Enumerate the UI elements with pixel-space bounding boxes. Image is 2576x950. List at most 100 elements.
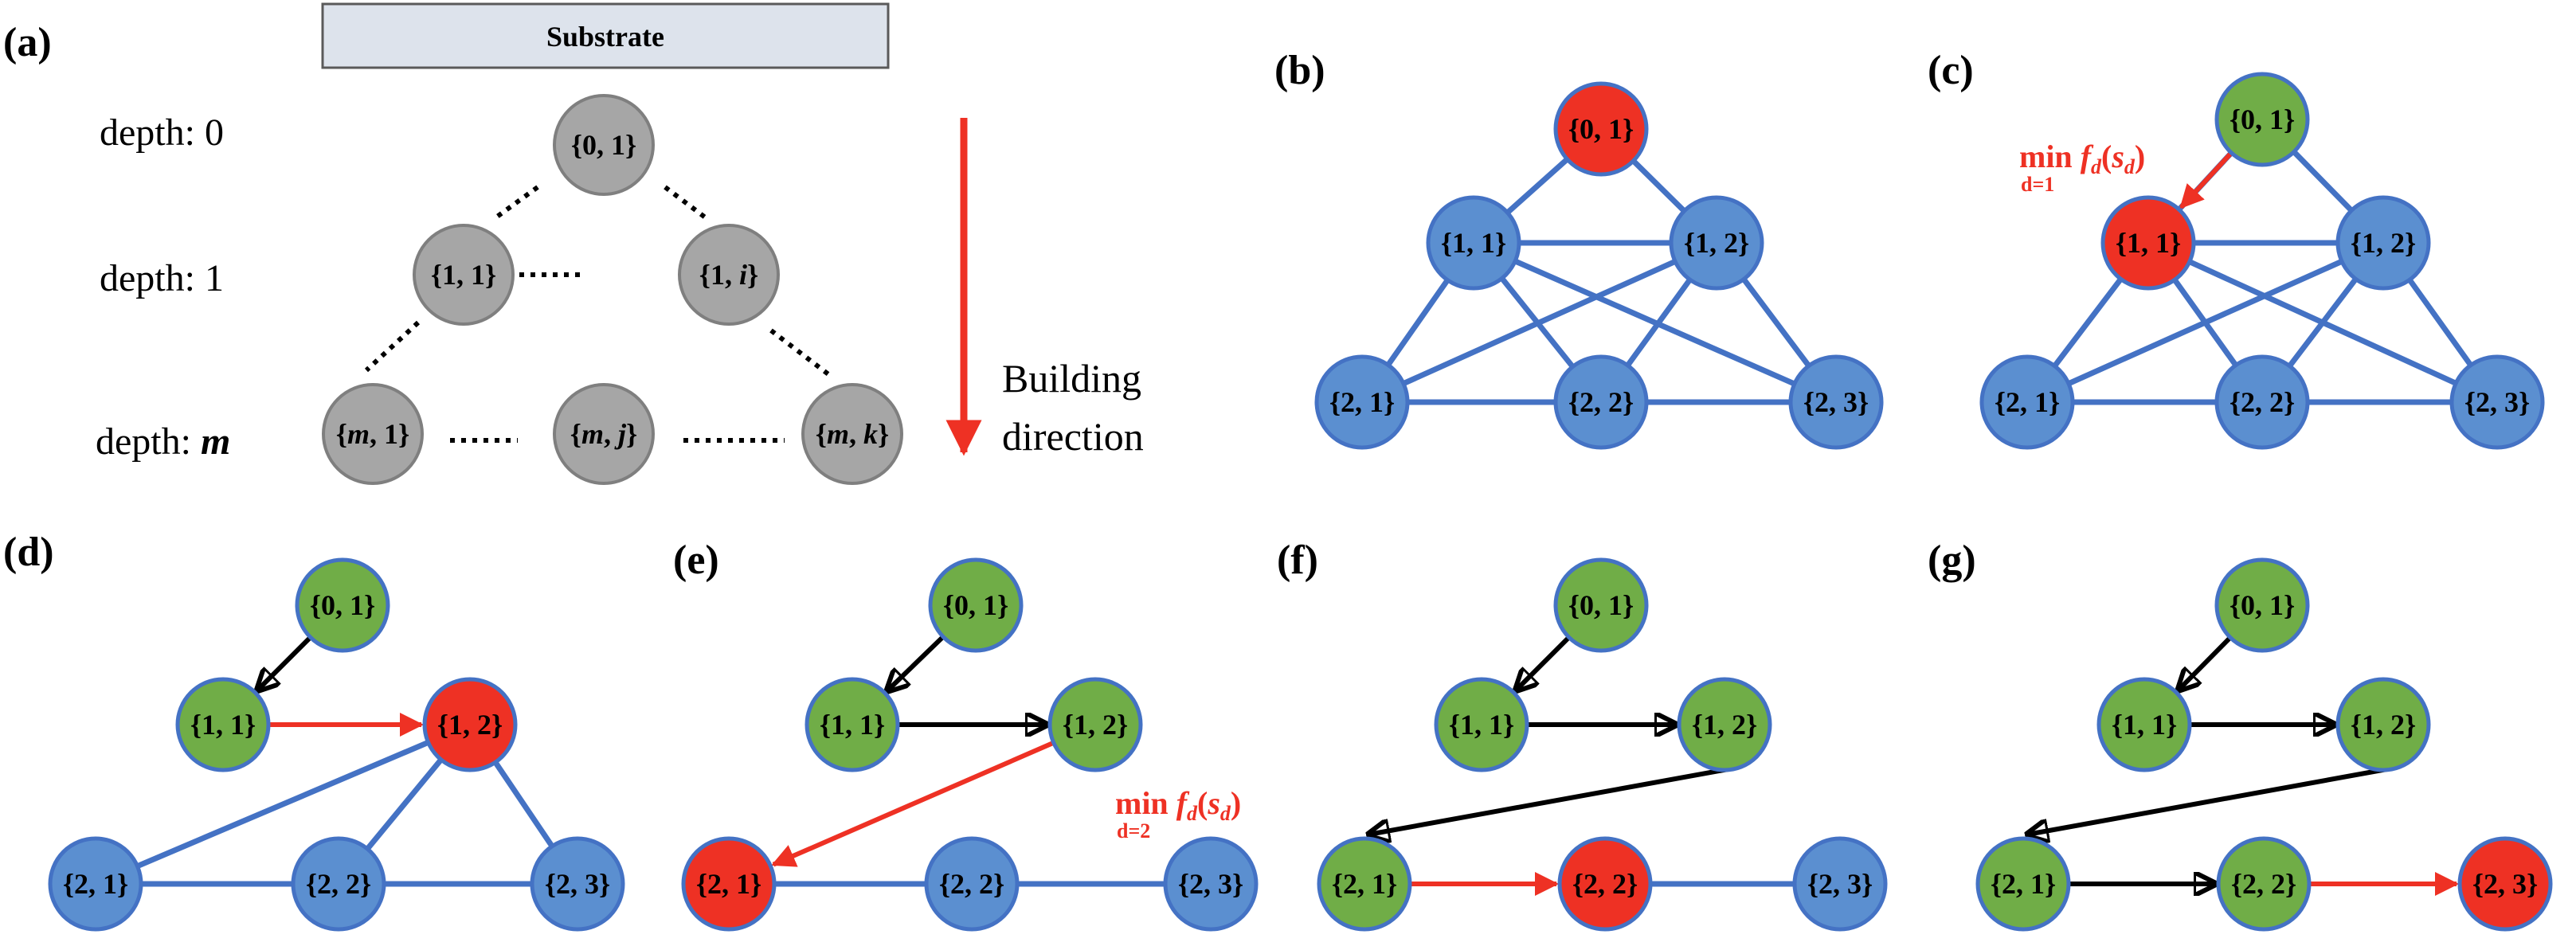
node-2-2: {2, 2} [924, 836, 1020, 932]
node-1-1: {1, 1} [805, 677, 900, 772]
node-1-2: {1, 2} [1047, 677, 1143, 772]
connector-dots [492, 185, 539, 221]
node-label: {2, 2} [1572, 868, 1638, 900]
node-label: {1, 2} [1692, 709, 1757, 741]
visited-path-arrow [1516, 636, 1570, 690]
node-label: {2, 3} [2472, 868, 2538, 900]
node-2-1: {2, 1} [1317, 836, 1412, 932]
node-label: {0, 1} [1568, 589, 1634, 621]
svg-text:min fd(sd): min fd(sd) [2019, 139, 2145, 178]
panel-d-label: (d) [3, 530, 54, 575]
graph-edge [1472, 240, 1838, 405]
visited-path-arrow [2179, 636, 2231, 690]
connector-dots [769, 328, 830, 377]
connector-dots [664, 185, 709, 221]
node-1-2: {1, 2} [1669, 195, 1764, 291]
node-m-1: {m, 1} [322, 383, 424, 485]
node-label: {2, 1} [1991, 868, 2056, 900]
panel-g: (g) {0, 1} {1, 1} {1, 2} {2, 1} {2, 2} {2, 3} [1928, 538, 2553, 932]
panel-g-label: (g) [1928, 538, 1976, 583]
panel-b: (b) {0, 1} {1, 1} {1, 2} {2, 1} {2, 2} {2, 3} [1274, 48, 1884, 450]
svg-text:{1, i}: {1, i} [699, 259, 758, 291]
node-2-2: {2, 2} [2214, 354, 2310, 450]
panel-a-label: (a) [3, 20, 52, 65]
node-label: {2, 2} [2230, 386, 2295, 418]
node-label: {1, 2} [437, 709, 503, 741]
node-label: {2, 1} [1995, 386, 2060, 418]
panel-f: (f) {0, 1} {1, 1} {1, 2} {2, 1} {2, 2} {2, 3} [1277, 538, 1888, 932]
node-1-1: {1, 1} [413, 224, 515, 326]
node-label: {0, 1} [2230, 589, 2295, 621]
substrate-box [321, 2, 890, 69]
node-2-1: {2, 1} [681, 836, 777, 932]
node-1-2: {1, 2} [2335, 677, 2431, 772]
visited-path-arrow [2027, 766, 2392, 835]
panel-d: (d) {0, 1} {1, 1} {1, 2} {2, 1} {2, 2} {2, 3} [3, 530, 625, 932]
node-label: {2, 1} [1329, 386, 1395, 418]
node-label: {2, 1} [1332, 868, 1397, 900]
visited-path-arrow [1368, 766, 1733, 835]
node-label: {1, 2} [2351, 709, 2416, 741]
panel-b-label: (b) [1274, 48, 1325, 93]
node-label: {2, 2} [306, 868, 371, 900]
node-2-2: {2, 2} [1553, 354, 1649, 450]
node-label: {0, 1} [2230, 104, 2295, 135]
node-2-3: {2, 3} [1788, 354, 1884, 450]
node-1-2: {1, 2} [422, 677, 518, 772]
node-1-1: {1, 1} [175, 677, 271, 772]
node-0-1: {0, 1} [2214, 72, 2310, 167]
node-1-1: {1, 1} [2096, 677, 2192, 772]
node-1-1: {1, 1} [1434, 677, 1529, 772]
svg-text:{1, 1}: {1, 1} [431, 259, 496, 291]
node-label: {2, 3} [545, 868, 610, 900]
node-2-2: {2, 2} [2216, 836, 2312, 932]
node-label: {0, 1} [310, 589, 375, 621]
panel-e: (e) {0, 1} {1, 1} {1, 2} {2, 1} {2, 2} {2, 3} [673, 538, 1259, 932]
node-label: {0, 1} [943, 589, 1008, 621]
node-2-2: {2, 2} [291, 836, 386, 932]
svg-text:min fd(sd): min fd(sd) [1115, 785, 1241, 825]
svg-text:d=1: d=1 [2021, 173, 2054, 196]
node-label: {2, 2} [1568, 386, 1634, 418]
depth-0-label: depth: 0 [100, 111, 224, 154]
svg-text:{m, j}: {m, j} [570, 418, 637, 450]
node-2-3: {2, 3} [2449, 354, 2545, 450]
visited-path-arrow [257, 636, 311, 690]
node-1-2: {1, 2} [1677, 677, 1772, 772]
min-cost-annotation: min fd(sd)d=1 [2019, 139, 2145, 196]
node-1-1: {1, 1} [2100, 195, 2196, 291]
svg-text:{m, k}: {m, k} [816, 418, 889, 450]
node-1-2: {1, 2} [2335, 195, 2431, 291]
graph-edge [1360, 240, 1718, 405]
graph-edge [94, 721, 472, 887]
node-0-1: {0, 1} [2214, 557, 2310, 653]
node-m-k: {m, k} [801, 383, 903, 485]
node-label: {0, 1} [1568, 113, 1634, 145]
node-label: {1, 1} [2112, 709, 2177, 741]
panel-c: (c) {0, 1} {1, 1} {1, 2} {2, 1} {2, 2} {2, 3} [1928, 48, 2545, 450]
node-0-1: {0, 1} [928, 557, 1024, 653]
node-1-1: {1, 1} [1426, 195, 1521, 291]
building-direction-line2: direction [1002, 414, 1144, 459]
node-0-1: {0, 1} [295, 557, 390, 653]
node-2-1: {2, 1} [48, 836, 143, 932]
node-2-2: {2, 2} [1557, 836, 1653, 932]
min-cost-annotation: min fd(sd)d=2 [1115, 785, 1241, 842]
node-0-1: {0, 1} [1553, 81, 1649, 177]
current-step-arrow [771, 741, 1054, 867]
node-0-1: {0, 1} [1553, 557, 1649, 653]
node-2-1: {2, 1} [1979, 354, 2075, 450]
node-label: {1, 1} [1441, 227, 1506, 259]
panel-e-label: (e) [673, 538, 719, 583]
node-label: {1, 2} [1684, 227, 1749, 259]
node-m-j: {m, j} [553, 383, 655, 485]
svg-text:{0, 1}: {0, 1} [571, 129, 636, 161]
panel-f-label: (f) [1277, 538, 1318, 583]
graph-edge [2026, 240, 2385, 405]
node-0-1: {0, 1} [553, 94, 655, 196]
svg-text:{m, 1}: {m, 1} [336, 418, 409, 450]
node-label: {1, 1} [2116, 227, 2181, 259]
node-1-i: {1, i} [678, 224, 780, 326]
node-2-3: {2, 3} [2457, 836, 2553, 932]
